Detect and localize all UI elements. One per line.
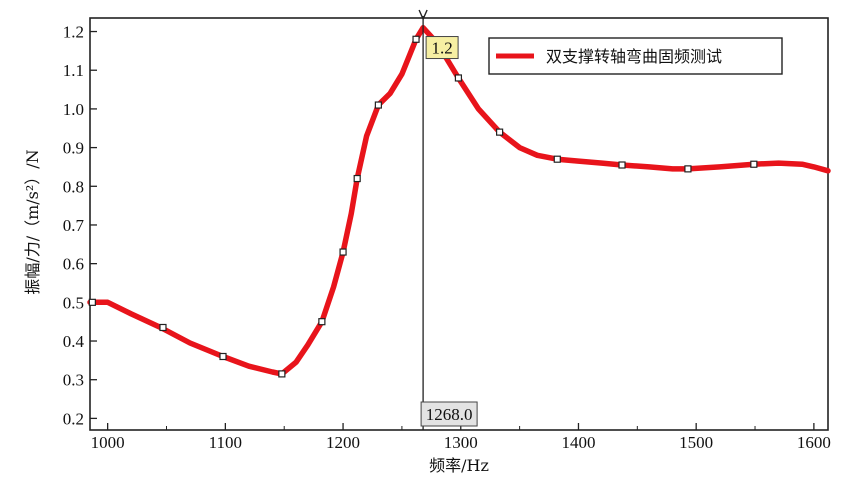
cursor[interactable]: 1.2 1268.0 xyxy=(418,9,478,430)
data-point-marker xyxy=(412,35,420,43)
y-tick-label: 0.5 xyxy=(63,293,84,312)
data-point-marker xyxy=(374,101,382,109)
data-point-marker xyxy=(750,160,758,168)
data-point-marker xyxy=(219,352,227,361)
data-point-marker xyxy=(496,128,504,136)
data-point-marker xyxy=(159,323,167,332)
y-tick-label: 1.0 xyxy=(63,100,84,119)
y-tick-label: 0.7 xyxy=(63,216,85,235)
marker-layer xyxy=(88,35,758,378)
cursor-x-value-box xyxy=(420,401,478,427)
y-tick-label: 0.6 xyxy=(63,255,84,274)
data-point-marker xyxy=(553,155,561,163)
data-point-marker xyxy=(318,318,326,326)
y-tick-label: 1.2 xyxy=(63,23,84,42)
cursor-y-value: 1.2 xyxy=(431,39,452,58)
x-tick-label: 1400 xyxy=(561,433,595,452)
y-tick-label: 0.9 xyxy=(63,139,84,158)
legend-label: 双支撑转轴弯曲固频测试 xyxy=(546,47,722,66)
cursor-x-value: 1268.0 xyxy=(426,405,473,424)
data-point-marker xyxy=(88,298,96,306)
data-point-marker xyxy=(353,174,361,183)
y-tick-label: 0.2 xyxy=(63,409,84,428)
x-tick-label: 1100 xyxy=(209,433,242,452)
cursor-y-value-box xyxy=(425,36,459,60)
data-point-marker xyxy=(684,165,692,173)
cursor-handle-icon[interactable] xyxy=(418,9,428,21)
x-tick-label: 1500 xyxy=(679,433,713,452)
x-tick-label: 1200 xyxy=(326,433,360,452)
plot-area xyxy=(89,17,829,431)
plot-frame xyxy=(89,17,829,431)
x-tick-label: 1600 xyxy=(797,433,831,452)
data-point-marker xyxy=(278,370,286,378)
y-tick-label: 0.3 xyxy=(63,371,84,390)
y-axis-title: 振幅/力/（m/s²）/N xyxy=(23,149,42,294)
x-axis: 1000 1100 1200 1300 1400 1500 1600 xyxy=(91,423,831,452)
y-tick-label: 0.8 xyxy=(63,177,84,196)
x-axis-title: 频率/Hz xyxy=(429,456,489,475)
y-tick-label: 1.1 xyxy=(63,61,84,80)
data-point-marker xyxy=(618,161,626,169)
y-tick-label: 0.4 xyxy=(63,332,85,351)
data-point-marker xyxy=(454,74,463,82)
x-tick-label: 1300 xyxy=(444,433,478,452)
data-point-marker xyxy=(339,248,347,256)
x-tick-label: 1000 xyxy=(91,433,125,452)
y-axis: 0.2 0.3 0.4 0.5 0.6 0.7 0.8 0.9 1.0 1.1 1.2 xyxy=(63,23,97,428)
legend-box xyxy=(488,37,783,75)
legend: 双支撑转轴弯曲固频测试 xyxy=(488,37,783,75)
